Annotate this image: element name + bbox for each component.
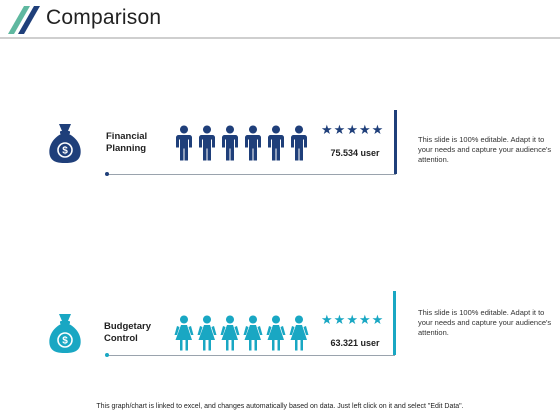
star-icon: ★ <box>333 122 346 137</box>
star-icon: ★ <box>371 122 384 137</box>
connector-line <box>107 355 395 356</box>
row-label-line2: Planning <box>106 143 147 154</box>
people-group <box>174 314 309 352</box>
male-person-icon <box>268 125 284 161</box>
comparison-row-budgetary-control: $ Budgetary Control ★ ★ ★ ★ ★ 63.321 user Th… <box>0 291 560 380</box>
accent-bar <box>394 110 397 174</box>
connector-line <box>107 174 396 175</box>
male-person-icon <box>222 125 238 161</box>
row-label: Budgetary Control <box>104 321 151 345</box>
male-person-icon <box>176 125 192 161</box>
user-count: 75.534 user <box>330 148 380 158</box>
male-person-icon <box>245 125 261 161</box>
star-icon: ★ <box>358 122 371 137</box>
male-person-icon <box>291 125 307 161</box>
connector-dot <box>105 172 109 176</box>
row-description: This slide is 100% editable. Adapt it to… <box>418 308 552 337</box>
row-label-line1: Financial <box>106 131 148 142</box>
star-icon: ★ <box>321 312 333 327</box>
female-person-icon <box>174 315 194 351</box>
female-person-icon <box>197 315 217 351</box>
title-decoration-icon <box>8 6 40 34</box>
female-person-icon <box>266 315 286 351</box>
row-label-line2: Control <box>104 333 138 344</box>
star-icon: ★ <box>333 312 346 327</box>
star-icon: ★ <box>371 312 384 327</box>
female-person-icon <box>220 315 240 351</box>
row-label: Financial Planning <box>106 131 147 155</box>
row-description: This slide is 100% editable. Adapt it to… <box>418 135 552 164</box>
page-title: Comparison <box>46 6 162 29</box>
rating-stars: ★ ★ ★ ★ ★ <box>321 313 383 326</box>
svg-text:$: $ <box>62 336 68 347</box>
money-bag-icon: $ <box>49 314 81 353</box>
female-person-icon <box>289 315 309 351</box>
svg-text:$: $ <box>62 146 68 157</box>
title-divider <box>0 37 560 39</box>
user-count: 63.321 user <box>330 338 380 348</box>
footer-note: This graph/chart is linked to excel, and… <box>96 403 464 410</box>
star-icon: ★ <box>358 312 371 327</box>
male-person-icon <box>199 125 215 161</box>
accent-bar <box>393 291 396 355</box>
connector-dot <box>105 353 109 357</box>
star-icon: ★ <box>346 122 358 137</box>
star-icon: ★ <box>321 122 333 137</box>
rating-stars: ★ ★ ★ ★ ★ <box>321 123 383 136</box>
money-bag-icon: $ <box>49 124 81 163</box>
star-icon: ★ <box>346 312 358 327</box>
female-person-icon <box>243 315 263 351</box>
comparison-row-financial-planning: $ Financial Planning ★ ★ ★ ★ ★ 75.534 user T… <box>0 110 560 190</box>
row-label-line1: Budgetary <box>104 321 151 332</box>
people-group <box>174 124 309 162</box>
